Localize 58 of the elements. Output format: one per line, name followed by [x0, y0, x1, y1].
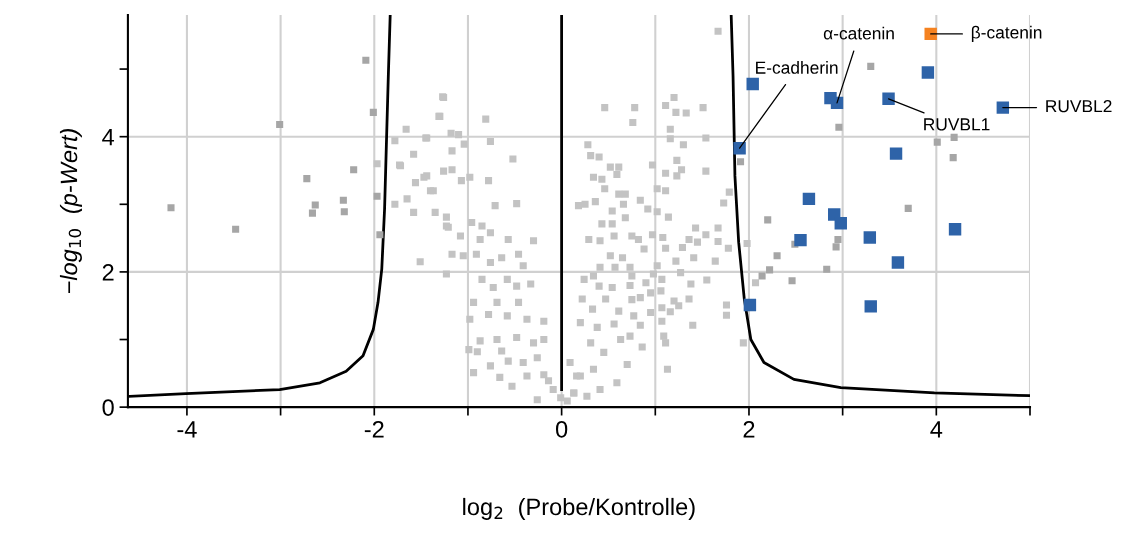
point: [167, 204, 175, 212]
annotation: E-cadherin: [756, 61, 838, 74]
point: [794, 233, 807, 247]
point: [766, 266, 774, 274]
point: [276, 120, 284, 129]
point: [996, 101, 1010, 114]
point: [889, 147, 903, 160]
point: [834, 235, 842, 243]
annotation: RUVBL1: [924, 118, 990, 131]
point: [788, 277, 796, 285]
point: [733, 141, 746, 155]
point: [232, 225, 240, 233]
point: [743, 298, 757, 312]
point: [948, 223, 962, 236]
point: [339, 196, 347, 204]
y-tick-label: 0: [102, 399, 114, 416]
point: [362, 56, 370, 64]
point: [891, 256, 905, 269]
x-tick-label: -4: [177, 421, 197, 438]
point: [921, 66, 935, 79]
point: [835, 123, 843, 131]
point: [950, 133, 958, 141]
x-tick-label: 2: [743, 420, 755, 438]
x-tick-label: -2: [364, 420, 384, 438]
y-axis-title: −log$_{10}$ (p-Wert): [59, 129, 82, 294]
point: [834, 217, 847, 230]
point: [369, 108, 377, 116]
x-tick-label: 4: [930, 421, 943, 438]
point: [882, 92, 895, 106]
point: [376, 231, 384, 239]
point: [737, 158, 745, 166]
point: [308, 209, 316, 217]
point: [864, 300, 877, 313]
annotation: RUVBL2: [1046, 99, 1112, 113]
point: [904, 204, 912, 212]
point: [832, 243, 840, 251]
point: [303, 175, 311, 183]
x-tick-label: 0: [555, 420, 568, 438]
point: [773, 252, 781, 260]
point: [933, 138, 941, 146]
annotation: β-catenin: [971, 25, 1042, 42]
point: [764, 216, 772, 224]
point: [949, 154, 957, 162]
point: [350, 166, 358, 174]
point: [924, 27, 937, 41]
point: [867, 62, 875, 70]
point: [311, 201, 319, 209]
point: [823, 265, 831, 273]
point: [746, 77, 759, 91]
point: [863, 231, 877, 244]
y-tick-label: 4: [102, 128, 115, 146]
point: [373, 192, 381, 200]
annotation: α-catenin: [823, 26, 894, 40]
x-axis-title: log$_{2}$ (Probe/Kontrolle): [463, 497, 695, 520]
point: [802, 192, 816, 206]
point: [758, 272, 766, 280]
point: [340, 208, 348, 216]
y-tick-label: 2: [102, 263, 114, 281]
